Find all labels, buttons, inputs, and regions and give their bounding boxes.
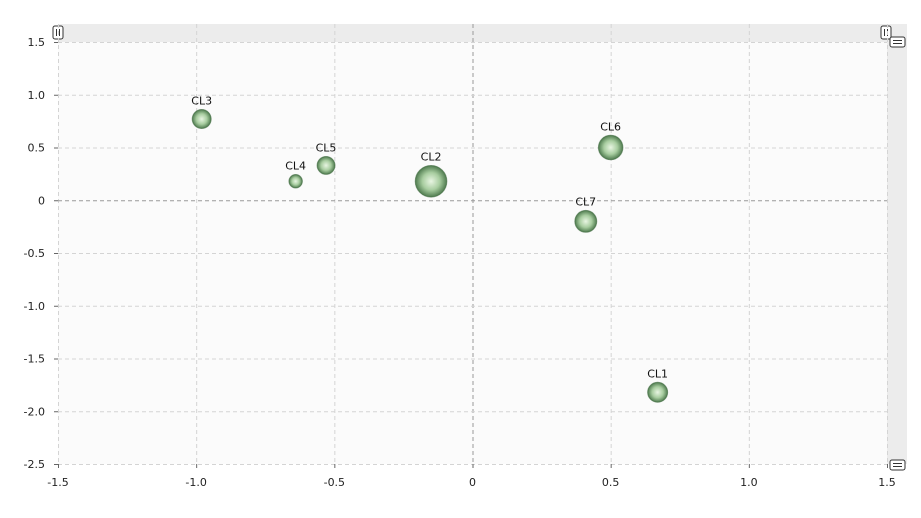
bubble-label: CL1 xyxy=(647,367,668,380)
bubble-label: CL5 xyxy=(316,141,337,154)
y-tick-label: 1.5 xyxy=(28,36,46,49)
bubble-marker[interactable] xyxy=(597,134,624,161)
bubble-cl4[interactable]: CL4 xyxy=(285,160,306,189)
bubble-label: CL2 xyxy=(421,150,442,163)
y-tick-label: -1.5 xyxy=(24,353,45,366)
y-tick-label: -2.0 xyxy=(24,405,45,418)
scrollbar-bottom-handle[interactable] xyxy=(889,459,906,471)
x-tick-label: -1.0 xyxy=(185,476,206,489)
bubble-marker[interactable] xyxy=(191,109,212,130)
bubble-cl2[interactable]: CL2 xyxy=(414,150,448,198)
axes: -1.5 -1.0 -0.5 0 0.5 1.0 1.5 1.5 1.0 0.5 0 -0.5 -1.0… xyxy=(24,36,896,489)
y-tick-label: -2.5 xyxy=(24,458,45,471)
bubble-marker[interactable] xyxy=(288,174,303,189)
scrollbar-right-handle[interactable] xyxy=(880,25,892,40)
bubble-label: CL3 xyxy=(191,95,212,108)
vertical-scrollbar[interactable] xyxy=(887,24,907,464)
bubble-marker[interactable] xyxy=(647,381,669,403)
x-tick-label: 0.5 xyxy=(602,476,620,489)
y-tick-label: -1.0 xyxy=(24,300,45,313)
bubbles: CL1 CL2 CL3 CL4 CL5 CL6 CL7 xyxy=(191,95,669,403)
bubble-label: CL4 xyxy=(285,160,306,173)
bubble-label: CL6 xyxy=(600,120,621,133)
bubble-label: CL7 xyxy=(575,195,596,208)
bubble-cl3[interactable]: CL3 xyxy=(191,95,212,130)
x-tick-label: 1.5 xyxy=(878,476,896,489)
y-tick-label: -0.5 xyxy=(24,247,45,260)
y-tick-label: 1.0 xyxy=(28,89,46,102)
x-tick-label: -0.5 xyxy=(324,476,345,489)
scrollbar-top-handle[interactable] xyxy=(889,36,906,48)
bubble-cl6[interactable]: CL6 xyxy=(597,120,624,161)
bubble-marker[interactable] xyxy=(574,209,598,233)
bubble-cl5[interactable]: CL5 xyxy=(316,141,337,175)
bubble-cl7[interactable]: CL7 xyxy=(574,195,598,233)
grid xyxy=(58,24,888,465)
bubble-cl1[interactable]: CL1 xyxy=(647,367,669,403)
bubble-marker[interactable] xyxy=(414,164,448,198)
bubble-marker[interactable] xyxy=(316,155,336,175)
y-tick-label: 0 xyxy=(38,194,45,207)
x-tick-label: 0 xyxy=(469,476,476,489)
y-tick-label: 0.5 xyxy=(28,142,46,155)
x-tick-label: 1.0 xyxy=(740,476,758,489)
x-tick-label: -1.5 xyxy=(47,476,68,489)
